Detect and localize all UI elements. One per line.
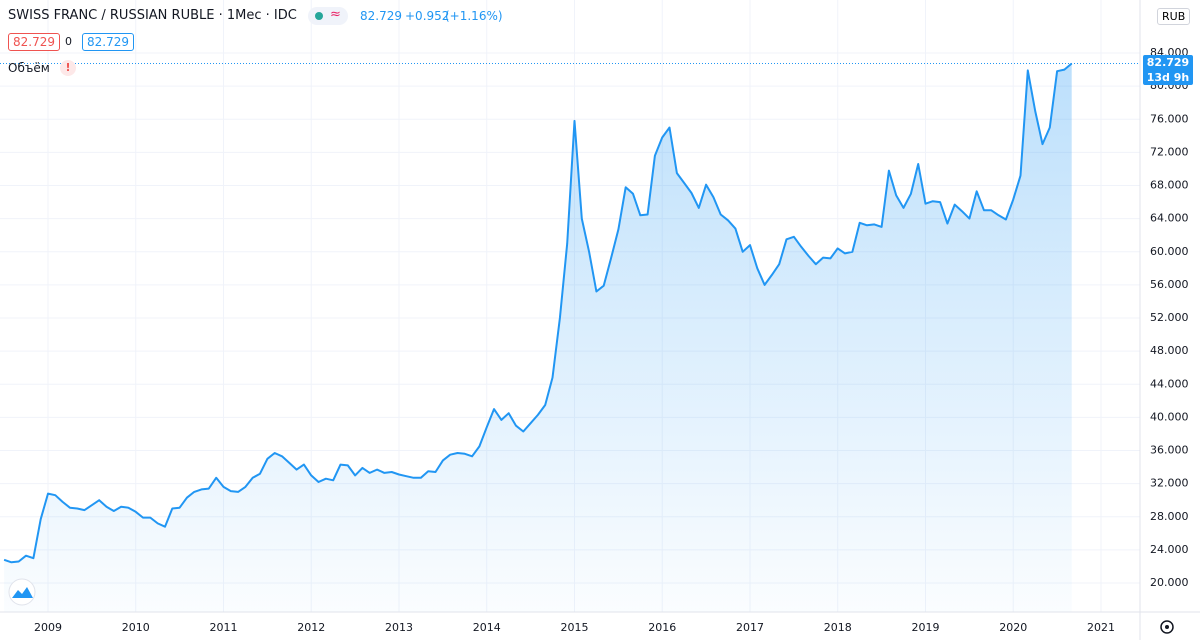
buy-price[interactable]: 82.729 bbox=[82, 33, 134, 51]
change-pct: (+1.16%) bbox=[445, 9, 503, 23]
y-tick-label: 72.000 bbox=[1150, 145, 1189, 158]
x-tick-label: 2019 bbox=[911, 621, 939, 634]
x-tick-label: 2013 bbox=[385, 621, 413, 634]
last-price: 82.729 bbox=[360, 9, 402, 23]
y-tick-label: 40.000 bbox=[1150, 410, 1189, 423]
y-tick-label: 52.000 bbox=[1150, 311, 1189, 324]
y-tick-label: 76.000 bbox=[1150, 112, 1189, 125]
volume-label: Объём bbox=[8, 61, 50, 75]
axes: 20.000 24.000 28.000 32.000 36.000 40.000 44.0… bbox=[34, 46, 1189, 634]
y-tick-label: 60.000 bbox=[1150, 245, 1189, 258]
y-tick-label: 64.000 bbox=[1150, 212, 1189, 225]
x-tick-label: 2017 bbox=[736, 621, 764, 634]
logo[interactable] bbox=[8, 578, 36, 606]
warning-icon[interactable]: ! bbox=[60, 60, 76, 76]
countdown: 13d 9h bbox=[1146, 71, 1190, 84]
x-tick-label: 2015 bbox=[560, 621, 588, 634]
x-tick-label: 2012 bbox=[297, 621, 325, 634]
change: +0.952 bbox=[405, 9, 450, 23]
price-label-value: 82.729 bbox=[1146, 56, 1190, 69]
x-tick-label: 2016 bbox=[648, 621, 676, 634]
spread: 0 bbox=[65, 35, 72, 48]
sell-price[interactable]: 82.729 bbox=[8, 33, 60, 51]
status-pill[interactable]: ≈ bbox=[308, 7, 348, 25]
x-tick-label: 2021 bbox=[1087, 621, 1115, 634]
y-tick-label: 56.000 bbox=[1150, 278, 1189, 291]
area bbox=[4, 63, 1072, 612]
plot bbox=[0, 62, 1140, 612]
y-tick-label: 20.000 bbox=[1150, 576, 1189, 589]
symbol-title: SWISS FRANC / RUSSIAN RUBLE · 1Мес · IDC bbox=[8, 8, 297, 23]
x-tick-label: 2018 bbox=[824, 621, 852, 634]
y-tick-label: 48.000 bbox=[1150, 344, 1189, 357]
y-tick-label: 68.000 bbox=[1150, 179, 1189, 192]
y-tick-label: 36.000 bbox=[1150, 444, 1189, 457]
price-label: 82.729 13d 9h bbox=[1143, 55, 1193, 85]
settings-icon[interactable] bbox=[1160, 620, 1174, 634]
price-line bbox=[3, 62, 1073, 564]
x-tick-label: 2009 bbox=[34, 621, 62, 634]
y-tick-label: 28.000 bbox=[1150, 510, 1189, 523]
y-tick-label: 24.000 bbox=[1150, 543, 1189, 556]
x-tick-label: 2020 bbox=[999, 621, 1027, 634]
x-tick-label: 2011 bbox=[209, 621, 237, 634]
y-tick-label: 44.000 bbox=[1150, 377, 1189, 390]
x-tick-label: 2010 bbox=[122, 621, 150, 634]
currency-button[interactable]: RUB bbox=[1157, 8, 1191, 25]
y-tick-label: 32.000 bbox=[1150, 477, 1189, 490]
x-tick-label: 2014 bbox=[473, 621, 501, 634]
